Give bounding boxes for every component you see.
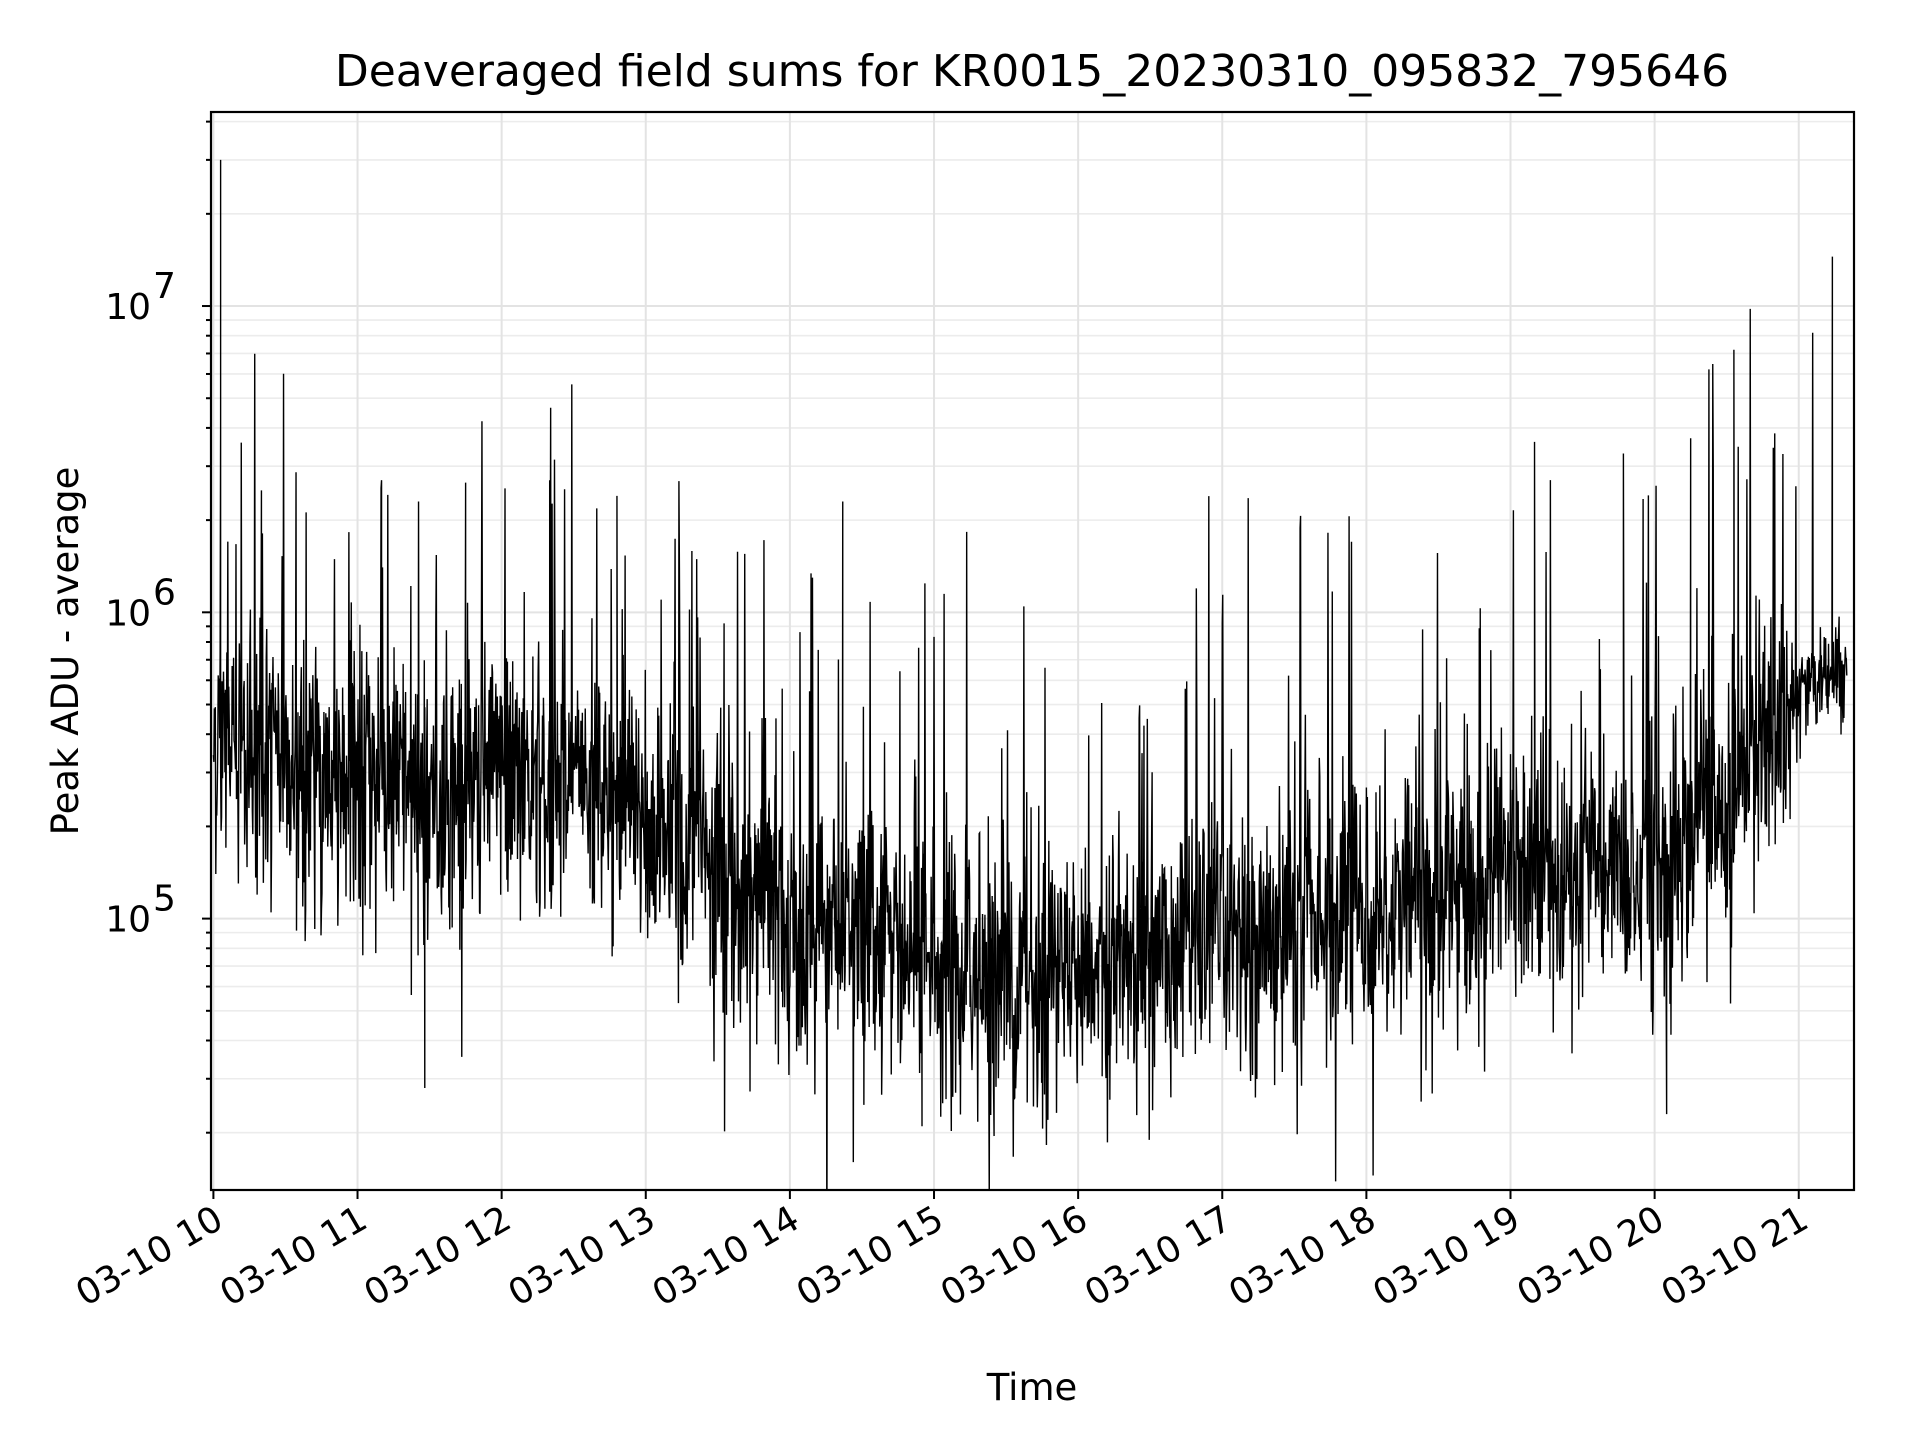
- plot-frame: [209, 110, 1856, 1192]
- y-tick-label-exponent: 5: [153, 879, 176, 920]
- x-axis-label: Time: [986, 1366, 1078, 1409]
- chart-title: Deaveraged field sums for KR0015_2023031…: [335, 46, 1729, 97]
- x-tick-label: 03-10 16: [934, 1198, 1095, 1314]
- x-tick-label: 03-10 15: [790, 1198, 951, 1314]
- x-tick-label: 03-10 21: [1655, 1198, 1816, 1314]
- x-tick-label: 03-10 18: [1222, 1198, 1383, 1314]
- y-tick-label: 10: [105, 287, 151, 328]
- y-tick-label-exponent: 7: [153, 266, 176, 307]
- y-axis-label: Peak ADU - average: [44, 467, 87, 836]
- series-line: [212, 159, 1848, 1190]
- y-tick-label-exponent: 6: [153, 572, 176, 613]
- y-tick-label: 10: [105, 900, 151, 941]
- x-tick-label: 03-10 14: [646, 1198, 807, 1314]
- x-tick-label: 03-10 10: [69, 1198, 230, 1314]
- x-tick-label: 03-10 19: [1366, 1198, 1527, 1314]
- x-tick-label: 03-10 12: [357, 1198, 518, 1314]
- x-tick-label: 03-10 20: [1510, 1198, 1671, 1314]
- x-tick-label: 03-10 13: [502, 1198, 663, 1314]
- x-tick-label: 03-10 17: [1078, 1198, 1239, 1314]
- x-tick-label: 03-10 11: [213, 1198, 374, 1314]
- y-tick-label: 10: [105, 593, 151, 634]
